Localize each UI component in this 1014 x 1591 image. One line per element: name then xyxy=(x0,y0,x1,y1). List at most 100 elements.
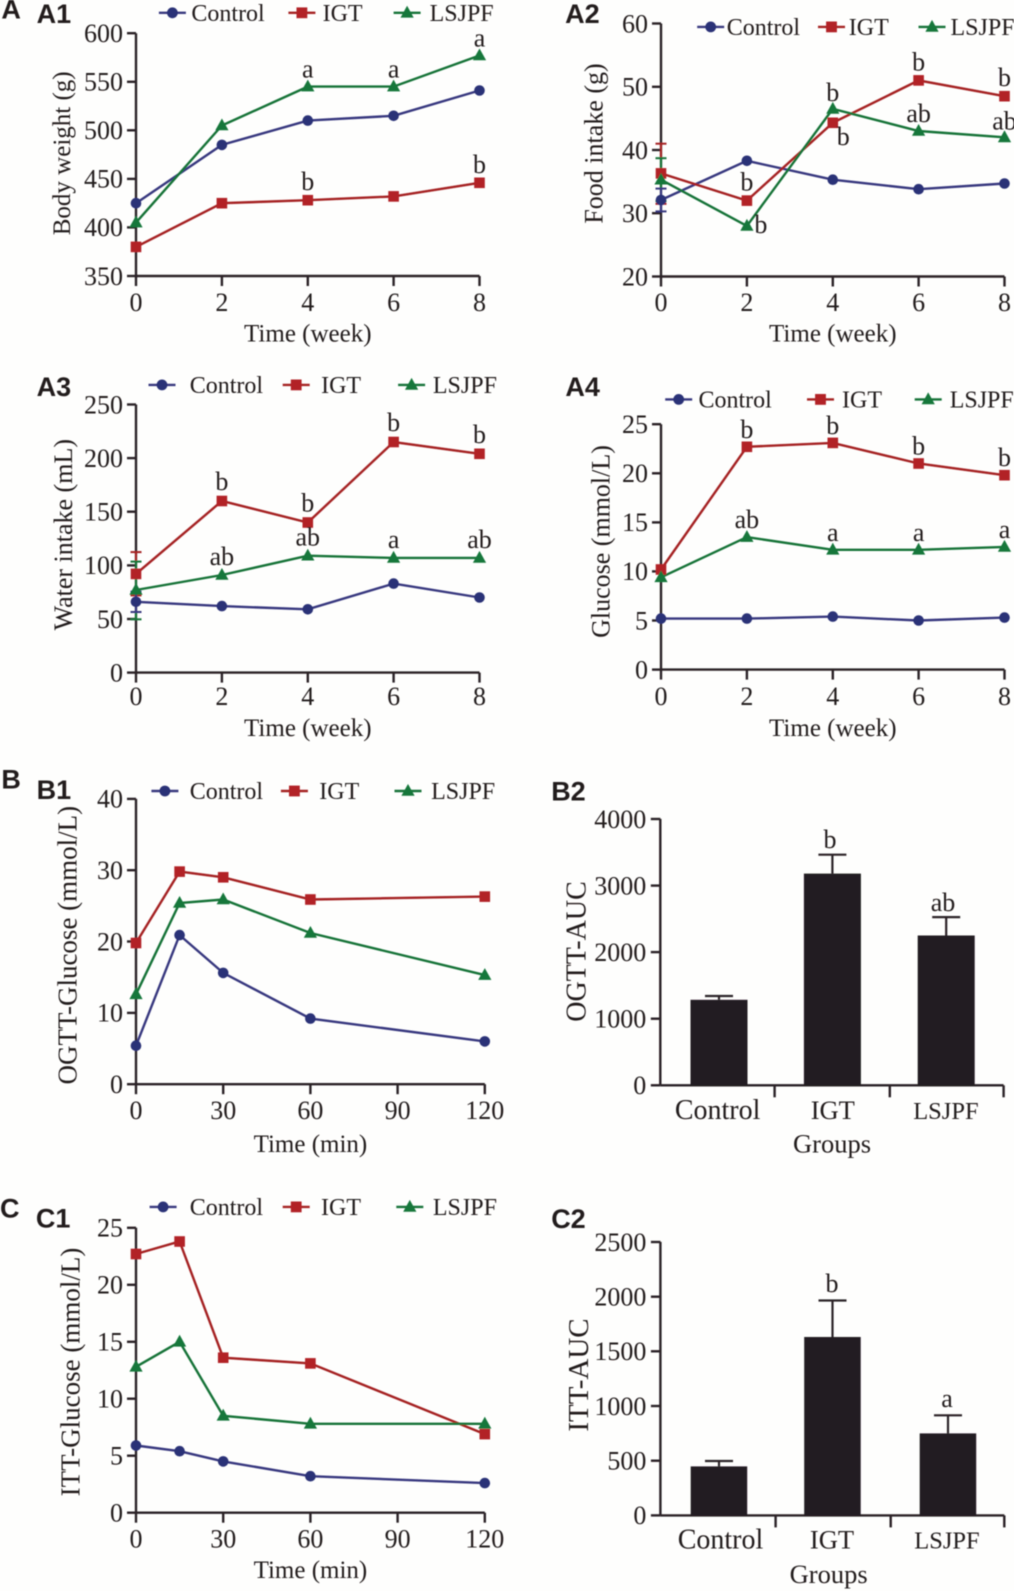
svg-text:8: 8 xyxy=(473,288,486,317)
svg-text:0: 0 xyxy=(635,655,648,684)
svg-text:LSJPF: LSJPF xyxy=(951,15,1014,41)
svg-text:b: b xyxy=(826,1269,839,1298)
svg-text:ITT-Glucose (mmol/L): ITT-Glucose (mmol/L) xyxy=(56,1248,86,1497)
svg-text:A2: A2 xyxy=(565,0,600,29)
svg-text:20: 20 xyxy=(97,927,123,956)
svg-text:a: a xyxy=(474,24,486,53)
svg-text:250: 250 xyxy=(84,390,123,419)
svg-text:60: 60 xyxy=(297,1096,323,1125)
svg-text:IGT: IGT xyxy=(321,1195,361,1221)
svg-text:0: 0 xyxy=(130,288,143,317)
svg-text:b: b xyxy=(473,150,486,179)
svg-text:Time (week): Time (week) xyxy=(244,321,372,348)
svg-text:b: b xyxy=(215,467,228,496)
svg-text:2: 2 xyxy=(740,682,753,711)
svg-text:Food intake (g): Food intake (g) xyxy=(579,63,608,223)
svg-text:Control: Control xyxy=(699,388,773,414)
svg-text:4: 4 xyxy=(301,288,314,317)
svg-text:25: 25 xyxy=(622,410,648,439)
svg-text:A4: A4 xyxy=(565,372,600,402)
svg-text:150: 150 xyxy=(84,498,123,527)
svg-text:5: 5 xyxy=(110,1442,123,1471)
svg-text:ab: ab xyxy=(210,542,235,571)
svg-text:b: b xyxy=(837,122,850,151)
svg-text:120: 120 xyxy=(465,1096,504,1125)
svg-text:IGT: IGT xyxy=(849,15,889,41)
svg-text:200: 200 xyxy=(84,444,123,473)
svg-text:b: b xyxy=(740,168,753,197)
svg-text:2000: 2000 xyxy=(594,938,646,967)
svg-text:ITT-AUC: ITT-AUC xyxy=(563,1318,595,1431)
svg-text:ab: ab xyxy=(931,888,956,917)
svg-text:10: 10 xyxy=(97,999,123,1028)
svg-text:a: a xyxy=(388,525,400,554)
svg-text:a: a xyxy=(941,1384,953,1413)
svg-text:20: 20 xyxy=(97,1271,123,1300)
svg-text:0: 0 xyxy=(110,1499,123,1528)
svg-text:600: 600 xyxy=(84,19,123,48)
svg-text:B2: B2 xyxy=(551,776,586,806)
svg-text:b: b xyxy=(754,210,767,239)
svg-text:10: 10 xyxy=(97,1385,123,1414)
svg-text:1000: 1000 xyxy=(594,1005,646,1034)
svg-text:b: b xyxy=(912,432,925,461)
svg-text:b: b xyxy=(473,420,486,449)
svg-text:A3: A3 xyxy=(37,372,72,402)
svg-text:6: 6 xyxy=(912,682,925,711)
svg-text:60: 60 xyxy=(297,1525,323,1554)
svg-text:8: 8 xyxy=(998,288,1011,317)
svg-text:2: 2 xyxy=(215,288,228,317)
svg-text:0: 0 xyxy=(633,1501,646,1530)
svg-text:6: 6 xyxy=(912,288,925,317)
svg-text:b: b xyxy=(824,825,837,854)
svg-text:2000: 2000 xyxy=(594,1283,646,1312)
svg-text:C: C xyxy=(0,1193,20,1223)
svg-text:a: a xyxy=(999,515,1011,544)
svg-text:2: 2 xyxy=(740,288,753,317)
svg-text:ab: ab xyxy=(296,523,321,552)
svg-text:Time (week): Time (week) xyxy=(244,715,372,742)
svg-text:Control: Control xyxy=(190,1195,264,1221)
svg-text:0: 0 xyxy=(130,1096,143,1125)
svg-text:60: 60 xyxy=(622,9,648,38)
svg-text:LSJPF: LSJPF xyxy=(433,1195,497,1221)
svg-text:6: 6 xyxy=(387,288,400,317)
svg-text:30: 30 xyxy=(622,199,648,228)
svg-text:a: a xyxy=(388,55,400,84)
svg-text:2: 2 xyxy=(215,682,228,711)
svg-text:b: b xyxy=(826,78,839,107)
svg-text:Control: Control xyxy=(191,1,265,27)
svg-text:40: 40 xyxy=(622,136,648,165)
svg-text:IGT: IGT xyxy=(321,373,361,399)
svg-text:20: 20 xyxy=(622,262,648,291)
svg-text:B1: B1 xyxy=(37,775,72,805)
svg-text:b: b xyxy=(301,167,314,196)
svg-text:15: 15 xyxy=(97,1328,123,1357)
svg-text:5: 5 xyxy=(635,606,648,635)
svg-text:Body weight (g): Body weight (g) xyxy=(49,71,76,235)
svg-text:A: A xyxy=(1,0,21,25)
svg-text:a: a xyxy=(302,55,314,84)
svg-text:b: b xyxy=(740,415,753,444)
svg-text:0: 0 xyxy=(655,288,668,317)
svg-text:LSJPF: LSJPF xyxy=(914,1528,979,1555)
svg-text:b: b xyxy=(301,489,314,518)
svg-text:ab: ab xyxy=(467,525,492,554)
svg-text:Water intake (mL): Water intake (mL) xyxy=(49,439,78,630)
svg-text:b: b xyxy=(998,63,1011,92)
svg-text:1500: 1500 xyxy=(594,1337,646,1366)
svg-text:1000: 1000 xyxy=(594,1392,646,1421)
svg-text:a: a xyxy=(913,518,925,547)
svg-text:LSJPF: LSJPF xyxy=(433,373,497,399)
svg-text:8: 8 xyxy=(473,682,486,711)
svg-text:b: b xyxy=(826,411,839,440)
svg-text:120: 120 xyxy=(465,1525,504,1554)
svg-text:450: 450 xyxy=(84,165,123,194)
svg-text:10: 10 xyxy=(622,557,648,586)
svg-text:4000: 4000 xyxy=(594,805,646,834)
svg-text:C2: C2 xyxy=(551,1204,586,1234)
svg-text:50: 50 xyxy=(97,605,123,634)
svg-text:4: 4 xyxy=(826,682,839,711)
svg-text:90: 90 xyxy=(385,1525,411,1554)
svg-text:b: b xyxy=(387,408,400,437)
